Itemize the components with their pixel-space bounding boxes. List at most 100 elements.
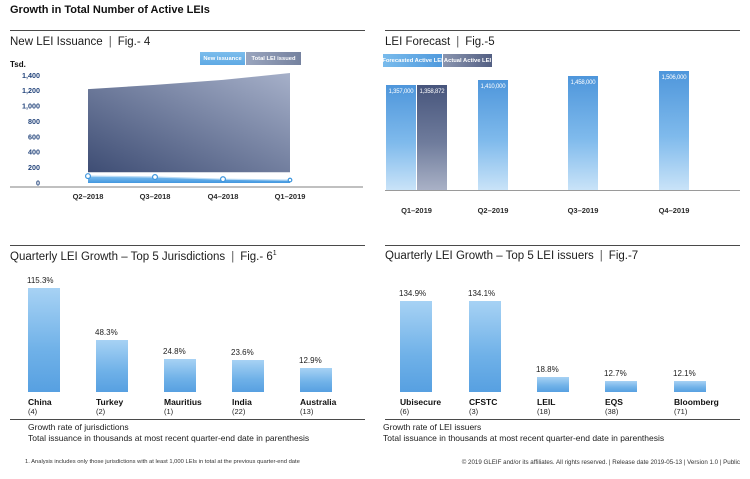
- fig6-bar-chart: 115.3% China (4) 48.3% Turkey (2) 24.8% Mauriti…: [10, 262, 365, 416]
- divider: [385, 245, 740, 246]
- new-issuance-area: [88, 176, 290, 183]
- y-axis-unit-label: Tsd.: [10, 60, 26, 69]
- y-tick-label: 400: [28, 148, 40, 157]
- fig5-title: LEI Forecast | Fig.-5: [385, 36, 495, 48]
- bar-percent-label: 115.3%: [27, 276, 54, 286]
- forecast-bar: 1,357,000: [386, 84, 416, 190]
- bar-count-label: (4): [28, 407, 38, 416]
- legend-total-lei-issued: Total LEI issued: [246, 52, 301, 65]
- bar-value-label: 1,458,000: [570, 79, 596, 86]
- bar-percent-label: 18.8%: [536, 364, 559, 374]
- fig4-area-chart: Tsd. 0 200 400 600 800 1,000 1,200 1,400 Q2–2018 Q…: [10, 60, 363, 201]
- growth-bar: [300, 367, 332, 392]
- y-tick-label: 0: [36, 179, 40, 188]
- bar-percent-label: 24.8%: [163, 346, 186, 356]
- bar-name-label: Turkey: [96, 397, 124, 407]
- divider: [385, 30, 740, 31]
- y-tick-label: 1,000: [22, 102, 40, 111]
- title-separator: |: [108, 36, 112, 48]
- bar-count-label: (6): [400, 407, 410, 416]
- growth-bar: [605, 380, 637, 392]
- page-title: Growth in Total Number of Active LEIs: [10, 4, 210, 16]
- x-category-label: Q4–2019: [658, 206, 690, 215]
- fig7-bar-chart: 134.9% Ubisecure (6) 134.1% CFSTC (3) 18.8% LEI…: [385, 262, 740, 416]
- divider: [10, 245, 365, 246]
- x-tick-label: Q1–2019: [275, 192, 306, 201]
- data-point-marker: [220, 176, 227, 183]
- fig5-legend: Forecasted Active LEI Actual Active LEI: [382, 54, 492, 67]
- fig6-fig-label: Fig.- 6: [240, 250, 273, 263]
- y-tick-label: 200: [28, 163, 40, 172]
- bar-name-label: Mauritius: [164, 397, 202, 407]
- data-point-marker: [287, 177, 293, 183]
- fig6-title-text: Quarterly LEI Growth – Top 5 Jurisdictio…: [10, 250, 226, 263]
- fig7-note-1: Growth rate of LEI issuers: [383, 422, 482, 432]
- fig4-legend: New issuance Total LEI issued: [200, 52, 301, 65]
- title-separator: |: [231, 250, 235, 263]
- forecast-bar: 1,410,000: [478, 80, 508, 190]
- fig7-title-text: Quarterly LEI Growth – Top 5 LEI issuers: [385, 250, 594, 262]
- bar-percent-label: 12.1%: [673, 369, 696, 379]
- fig5-title-text: LEI Forecast: [385, 36, 451, 48]
- fig4-fig-label: Fig.- 4: [117, 36, 151, 48]
- x-tick-label: Q3–2018: [140, 192, 171, 201]
- bar-value-label: 1,410,000: [480, 84, 506, 90]
- bar-name-label: LEIL: [537, 397, 556, 407]
- bar-percent-label: 12.7%: [604, 368, 627, 378]
- bar-count-label: (71): [674, 407, 688, 416]
- bar-name-label: Bloomberg: [674, 397, 719, 407]
- data-point-marker: [84, 173, 91, 180]
- fig4-title-text: New LEI Issuance: [10, 36, 103, 48]
- bar-percent-label: 23.6%: [231, 347, 254, 357]
- fig7-fig-label: Fig.-7: [608, 250, 639, 262]
- fig6-footnote-marker: 1: [272, 250, 277, 257]
- fig7-title: Quarterly LEI Growth – Top 5 LEI issuers…: [385, 250, 638, 262]
- growth-bar: [232, 359, 264, 392]
- divider: [10, 30, 365, 31]
- y-tick-label: 800: [28, 117, 40, 126]
- bar-percent-label: 48.3%: [95, 328, 118, 338]
- bar-name-label: CFSTC: [469, 397, 498, 407]
- x-category-label: Q3–2019: [567, 206, 599, 215]
- x-tick-label: Q2–2018: [73, 192, 104, 201]
- fig4-title: New LEI Issuance | Fig.- 4: [10, 36, 150, 48]
- legend-forecasted-active-lei: Forecasted Active LEI: [382, 54, 443, 67]
- title-separator: |: [456, 36, 460, 48]
- bar-name-label: Ubisecure: [400, 397, 442, 407]
- copyright: © 2019 GLEIF and/or its affiliates. All …: [461, 459, 740, 466]
- bar-count-label: (1): [164, 407, 174, 416]
- growth-bar: [400, 300, 432, 392]
- bar-value-label: 1,357,000: [388, 88, 414, 95]
- fig7-note-2: Total issuance in thousands at most rece…: [383, 433, 665, 443]
- legend-new-issuance: New issuance: [200, 52, 245, 65]
- divider: [10, 419, 365, 420]
- bar-count-label: (18): [537, 407, 551, 416]
- growth-bar: [537, 376, 569, 392]
- fig5-axis-line: [385, 190, 740, 191]
- y-tick-label: 600: [28, 132, 40, 141]
- x-category-label: Q1–2019: [401, 206, 432, 215]
- title-separator: |: [599, 250, 603, 262]
- bar-count-label: (38): [605, 407, 619, 416]
- footnote: 1. Analysis includes only those jurisdic…: [25, 459, 300, 465]
- actual-bar: 1,358,872: [417, 84, 447, 190]
- bar-name-label: China: [28, 397, 52, 407]
- bar-name-label: India: [232, 397, 252, 407]
- fig6-note-2: Total issuance in thousands at most rece…: [28, 433, 310, 443]
- divider: [385, 419, 740, 420]
- data-point-marker: [152, 173, 159, 180]
- growth-bar: [674, 381, 706, 392]
- bar-count-label: (13): [300, 407, 314, 416]
- bar-count-label: (2): [96, 407, 106, 416]
- bar-value-label: 1,358,872: [419, 88, 445, 95]
- fig6-title: Quarterly LEI Growth – Top 5 Jurisdictio…: [10, 250, 277, 263]
- forecast-bar: 1,506,000: [659, 71, 689, 190]
- x-category-label: Q2–2019: [477, 206, 509, 215]
- bar-count-label: (22): [232, 407, 246, 416]
- growth-bar: [28, 288, 60, 392]
- bar-name-label: EQS: [605, 397, 623, 407]
- x-tick-label: Q4–2018: [208, 192, 239, 201]
- y-tick-label: 1,400: [22, 71, 40, 80]
- total-lei-issued-area: [88, 73, 290, 173]
